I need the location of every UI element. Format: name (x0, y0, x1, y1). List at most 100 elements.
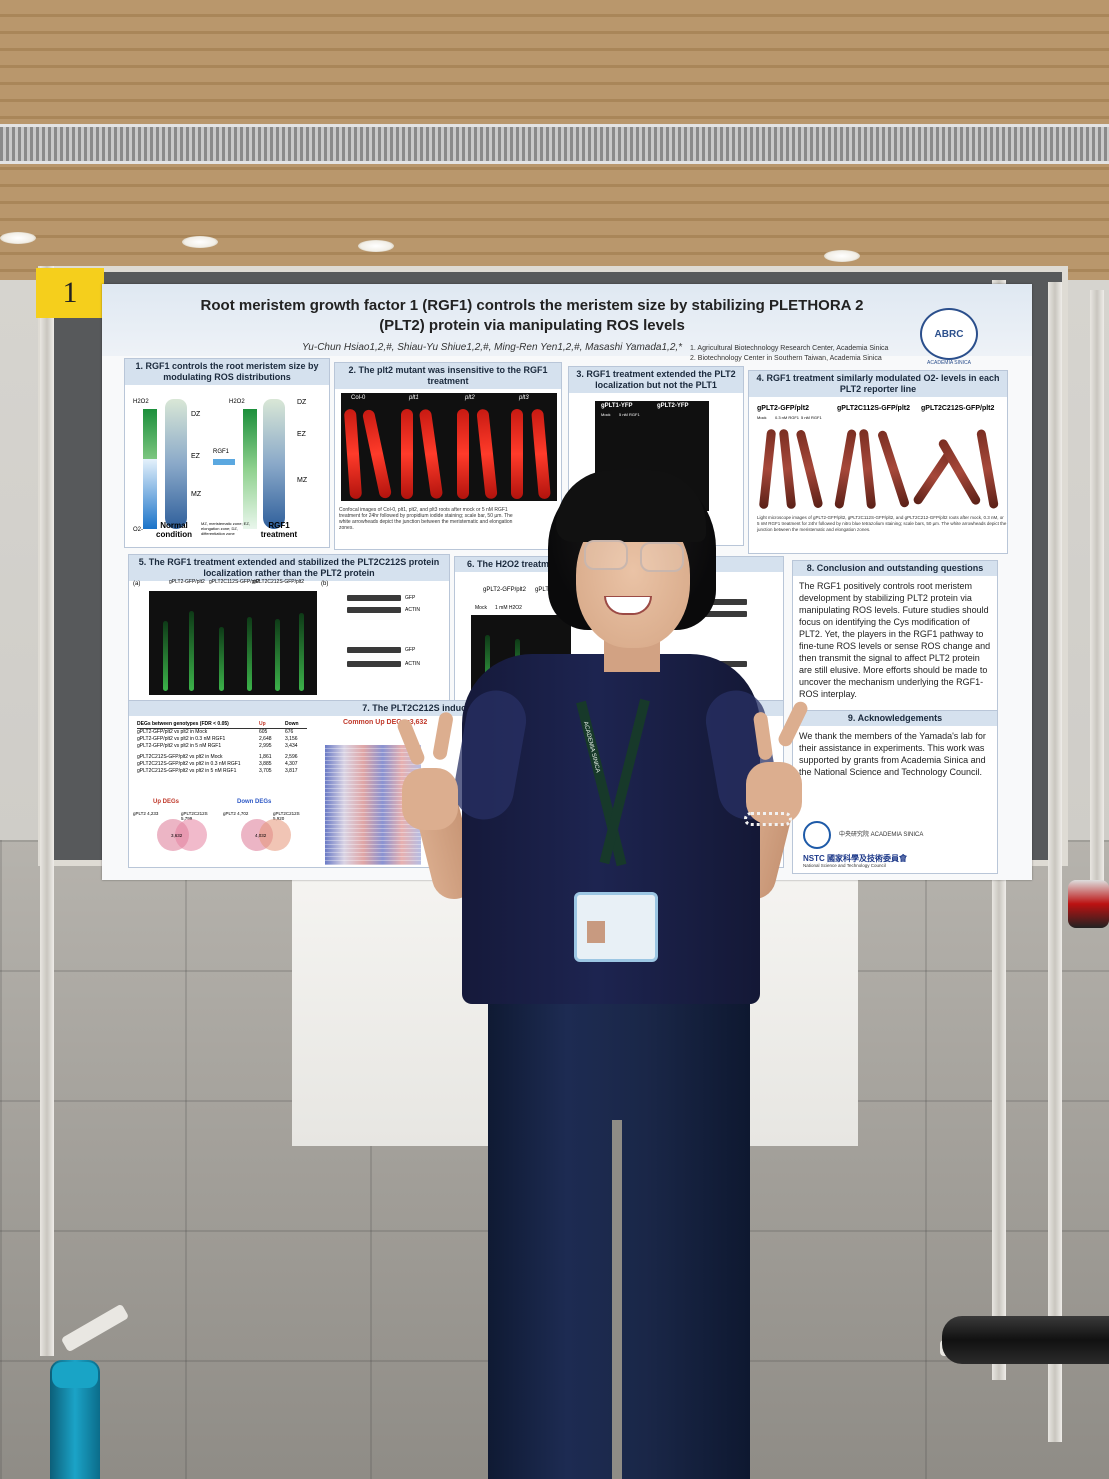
zone-legend: MZ, meristematic zone; EZ, elongation zo… (201, 521, 250, 536)
table-row: gPLT2-GFP/plt2 vs plt2 in 0.3 nM RGF1 2,6… (137, 736, 307, 743)
abrc-logo-caption: ACADEMIA SINICA (927, 360, 971, 366)
label-mz: MZ (191, 491, 202, 498)
col-label: gPLT2C212S-GFP/plt2 (253, 579, 305, 585)
col-label: gPLT2-YFP (657, 403, 689, 409)
col-label: gPLT2-GFP/plt2 (483, 587, 526, 593)
col-label: plt2 (465, 395, 475, 401)
table-cell: 2,648 (259, 736, 272, 742)
sub-label: 0.3 nM RGF1 (775, 415, 800, 420)
table-cell: 676 (285, 729, 294, 735)
section-8-text: The RGF1 positively controls root merist… (799, 581, 991, 699)
board-number: 1 (62, 276, 78, 309)
label-rgf1: RGF1 (213, 449, 230, 455)
left-hand (402, 768, 458, 830)
board-left-pole (40, 266, 54, 1356)
sub-label: Mock (757, 415, 767, 420)
venn-circle (175, 819, 207, 851)
deg-table-header-cell: Up (259, 721, 266, 727)
poster-title-line-1: Root meristem growth factor 1 (RGF1) con… (200, 297, 864, 314)
normal-condition-label: Normal condition (156, 521, 192, 539)
col-label: Col-0 (351, 395, 366, 401)
western-blot-band (691, 599, 747, 605)
table-cell: gPLT2-GFP/plt2 vs plt2 in 5 nM RGF1 (137, 743, 222, 749)
western-blot-band (347, 595, 401, 601)
glasses-left-lens (584, 540, 628, 570)
blot-label: GFP (405, 647, 416, 653)
label-ez: EZ (297, 431, 306, 438)
table-cell: gPLT2-GFP/plt2 vs plt2 in 0.3 nM RGF1 (137, 736, 226, 742)
glasses-right-lens (640, 542, 684, 572)
table-cell: gPLT2-GFP/plt2 vs plt2 in Mock (137, 729, 208, 735)
root-image (247, 617, 252, 691)
bangs (556, 470, 706, 542)
section-3-heading: 3. RGF1 treatment extended the PLT2 loca… (569, 367, 743, 393)
label-mz: MZ (297, 477, 308, 484)
rgf1-treatment-label: RGF1 treatment (260, 521, 298, 539)
board-right-pole (1048, 282, 1062, 1442)
deg-table-header-cell: Down (285, 721, 299, 727)
section-9-heading: 9. Acknowledgements (793, 711, 997, 726)
section-5-heading: 5. The RGF1 treatment extended and stabi… (129, 555, 449, 581)
section-5: 5. The RGF1 treatment extended and stabi… (128, 554, 450, 702)
table-cell: 605 (259, 729, 268, 735)
root-diagram-normal (165, 399, 187, 529)
section-2-heading: 2. The plt2 mutant was insensitive to th… (335, 363, 561, 389)
root-image (485, 635, 490, 695)
up-degs-label: Up DEGs (153, 799, 180, 805)
sub-label: Mock (601, 412, 611, 417)
table-row: gPLT2C212S-GFP/plt2 vs plt2 in 5 nM RGF1… (137, 768, 307, 775)
ceiling-light (824, 250, 860, 262)
root-image (457, 409, 469, 499)
sub-label: 5 nM RGF1 (801, 415, 822, 420)
jeans-leg-gap (612, 1120, 622, 1479)
table-cell: 1,861 (259, 754, 272, 760)
root-image (275, 619, 280, 691)
section-8-heading: 8. Conclusion and outstanding questions (793, 561, 997, 576)
section-1-heading: 1. RGF1 controls the root meristem size … (125, 359, 329, 385)
ceiling-light (358, 240, 394, 252)
section-9: 9. Acknowledgements We thank the members… (792, 710, 998, 874)
poster-title: Root meristem growth factor 1 (RGF1) con… (142, 296, 922, 336)
western-blot-band (691, 611, 747, 617)
confocal-image: Col-0 plt1 plt2 plt3 (341, 393, 557, 501)
ceiling-light (0, 232, 36, 244)
sponsor-nstc-sub: National Science and Technology Council (803, 863, 886, 868)
abrc-logo: ABRC (920, 308, 978, 360)
poster-authors: Yu-Chun Hsiao1,2,#, Shiau-Yu Shiue1,2,#,… (302, 342, 683, 353)
affiliation-2: 2. Biotechnology Center in Southern Taiw… (690, 355, 882, 362)
section-1: 1. RGF1 controls the root meristem size … (124, 358, 330, 548)
deg-table-header: DEGs between genotypes (FDR < 0.05) Up D… (137, 721, 307, 729)
table-cell: 3,705 (259, 768, 272, 774)
label-h2o2: H2O2 (133, 399, 149, 405)
water-bottle-cap (52, 1362, 98, 1388)
blot-label: ACTIN (405, 661, 420, 667)
table-row: gPLT2-GFP/plt2 vs plt2 in Mock 605 676 (137, 729, 307, 736)
western-blot-band (347, 647, 401, 653)
section-9-text: We thank the members of the Yamada's lab… (799, 731, 986, 777)
right-finger (776, 699, 810, 749)
sub-label: 5 nM RGF1 (619, 412, 640, 417)
section-2-caption: Confocal images of Col-0, plt1, plt2, an… (339, 507, 513, 531)
root-image (219, 627, 224, 691)
root-diagram-rgf1 (263, 399, 285, 529)
table-cell: 2,995 (259, 743, 272, 749)
section-4-heading: 4. RGF1 treatment similarly modulated O2… (749, 371, 1007, 397)
venn-label: gPLT2C212S 5,799 (181, 811, 208, 821)
deg-table: DEGs between genotypes (FDR < 0.05) Up D… (137, 721, 307, 775)
section-4-caption: Light microscope images of gPLT2-GFP/plt… (757, 515, 1007, 532)
col-label: gPLT2C112S-GFP/plt2 (837, 405, 910, 412)
left-finger (431, 711, 455, 761)
table-row: gPLT2C212S-GFP/plt2 vs plt2 in 0.3 nM RG… (137, 761, 307, 768)
col-label: plt3 (519, 395, 529, 401)
table-cell: gPLT2C212S-GFP/plt2 vs plt2 in 5 nM RGF1 (137, 768, 237, 774)
label-ez: EZ (191, 453, 200, 460)
sponsor-nstc: NSTC 國家科學及技術委員會 (803, 854, 907, 863)
col-label: gPLT2C212S-GFP/plt2 (921, 405, 995, 412)
affiliation-1: 1. Agricultural Biotechnology Research C… (690, 345, 889, 352)
poster-title-line-2: (PLT2) protein via manipulating ROS leve… (379, 317, 685, 334)
deg-table-header-cell: DEGs between genotypes (FDR < 0.05) (137, 721, 229, 727)
abrc-logo-text: ABRC (934, 328, 964, 340)
academia-sinica-seal-icon (803, 821, 831, 849)
label-o2: O2- (133, 527, 144, 533)
